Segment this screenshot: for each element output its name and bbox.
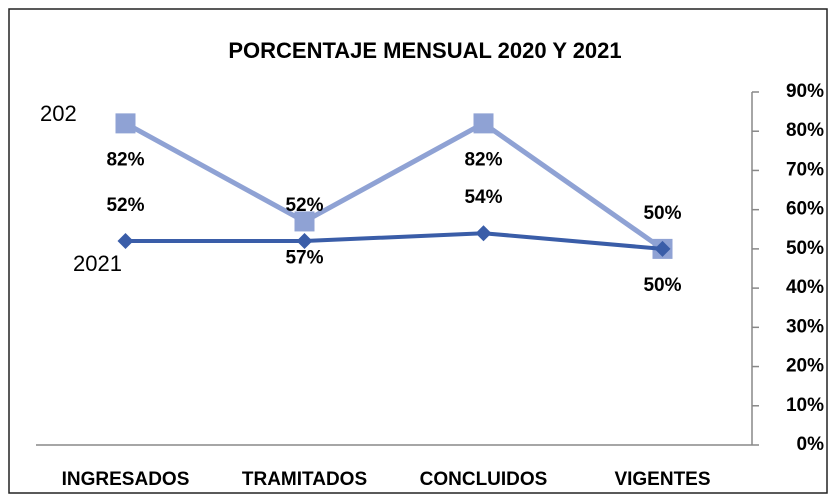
y-tick-label: 10%: [786, 395, 824, 416]
data-label: 82%: [106, 149, 144, 170]
series-label: 202: [40, 101, 77, 126]
y-tick-label: 70%: [786, 159, 824, 180]
y-tick-label: 30%: [786, 316, 824, 337]
y-tick-label: 50%: [786, 238, 824, 259]
chart-title: PORCENTAJE MENSUAL 2020 Y 2021: [228, 38, 621, 63]
x-tick-label: TRAMITADOS: [242, 469, 367, 490]
marker: [654, 240, 671, 257]
y-tick-label: 0%: [797, 434, 825, 455]
data-label: 82%: [464, 149, 502, 170]
data-label: 52%: [285, 195, 323, 216]
y-tick-label: 20%: [786, 356, 824, 377]
marker: [473, 113, 494, 134]
chart-border: [8, 8, 828, 494]
data-label: 50%: [643, 203, 681, 224]
marker: [115, 113, 136, 134]
marker: [475, 225, 492, 242]
marker: [117, 233, 134, 250]
marker: [296, 233, 313, 250]
data-label: 54%: [464, 187, 502, 208]
y-tick-label: 80%: [786, 120, 824, 141]
series-label: 2021: [73, 251, 122, 276]
data-label: 52%: [106, 195, 144, 216]
marker: [294, 211, 315, 232]
series-line: [125, 231, 663, 251]
x-tick-label: CONCLUIDOS: [420, 469, 548, 490]
data-label: 50%: [643, 275, 681, 296]
x-tick-label: VIGENTES: [614, 469, 710, 490]
y-tick-label: 40%: [786, 277, 824, 298]
data-label: 57%: [285, 247, 323, 268]
y-tick-label: 90%: [786, 81, 824, 102]
x-tick-label: INGRESADOS: [62, 469, 190, 490]
y-tick-label: 60%: [786, 199, 824, 220]
series-line: [124, 120, 664, 251]
